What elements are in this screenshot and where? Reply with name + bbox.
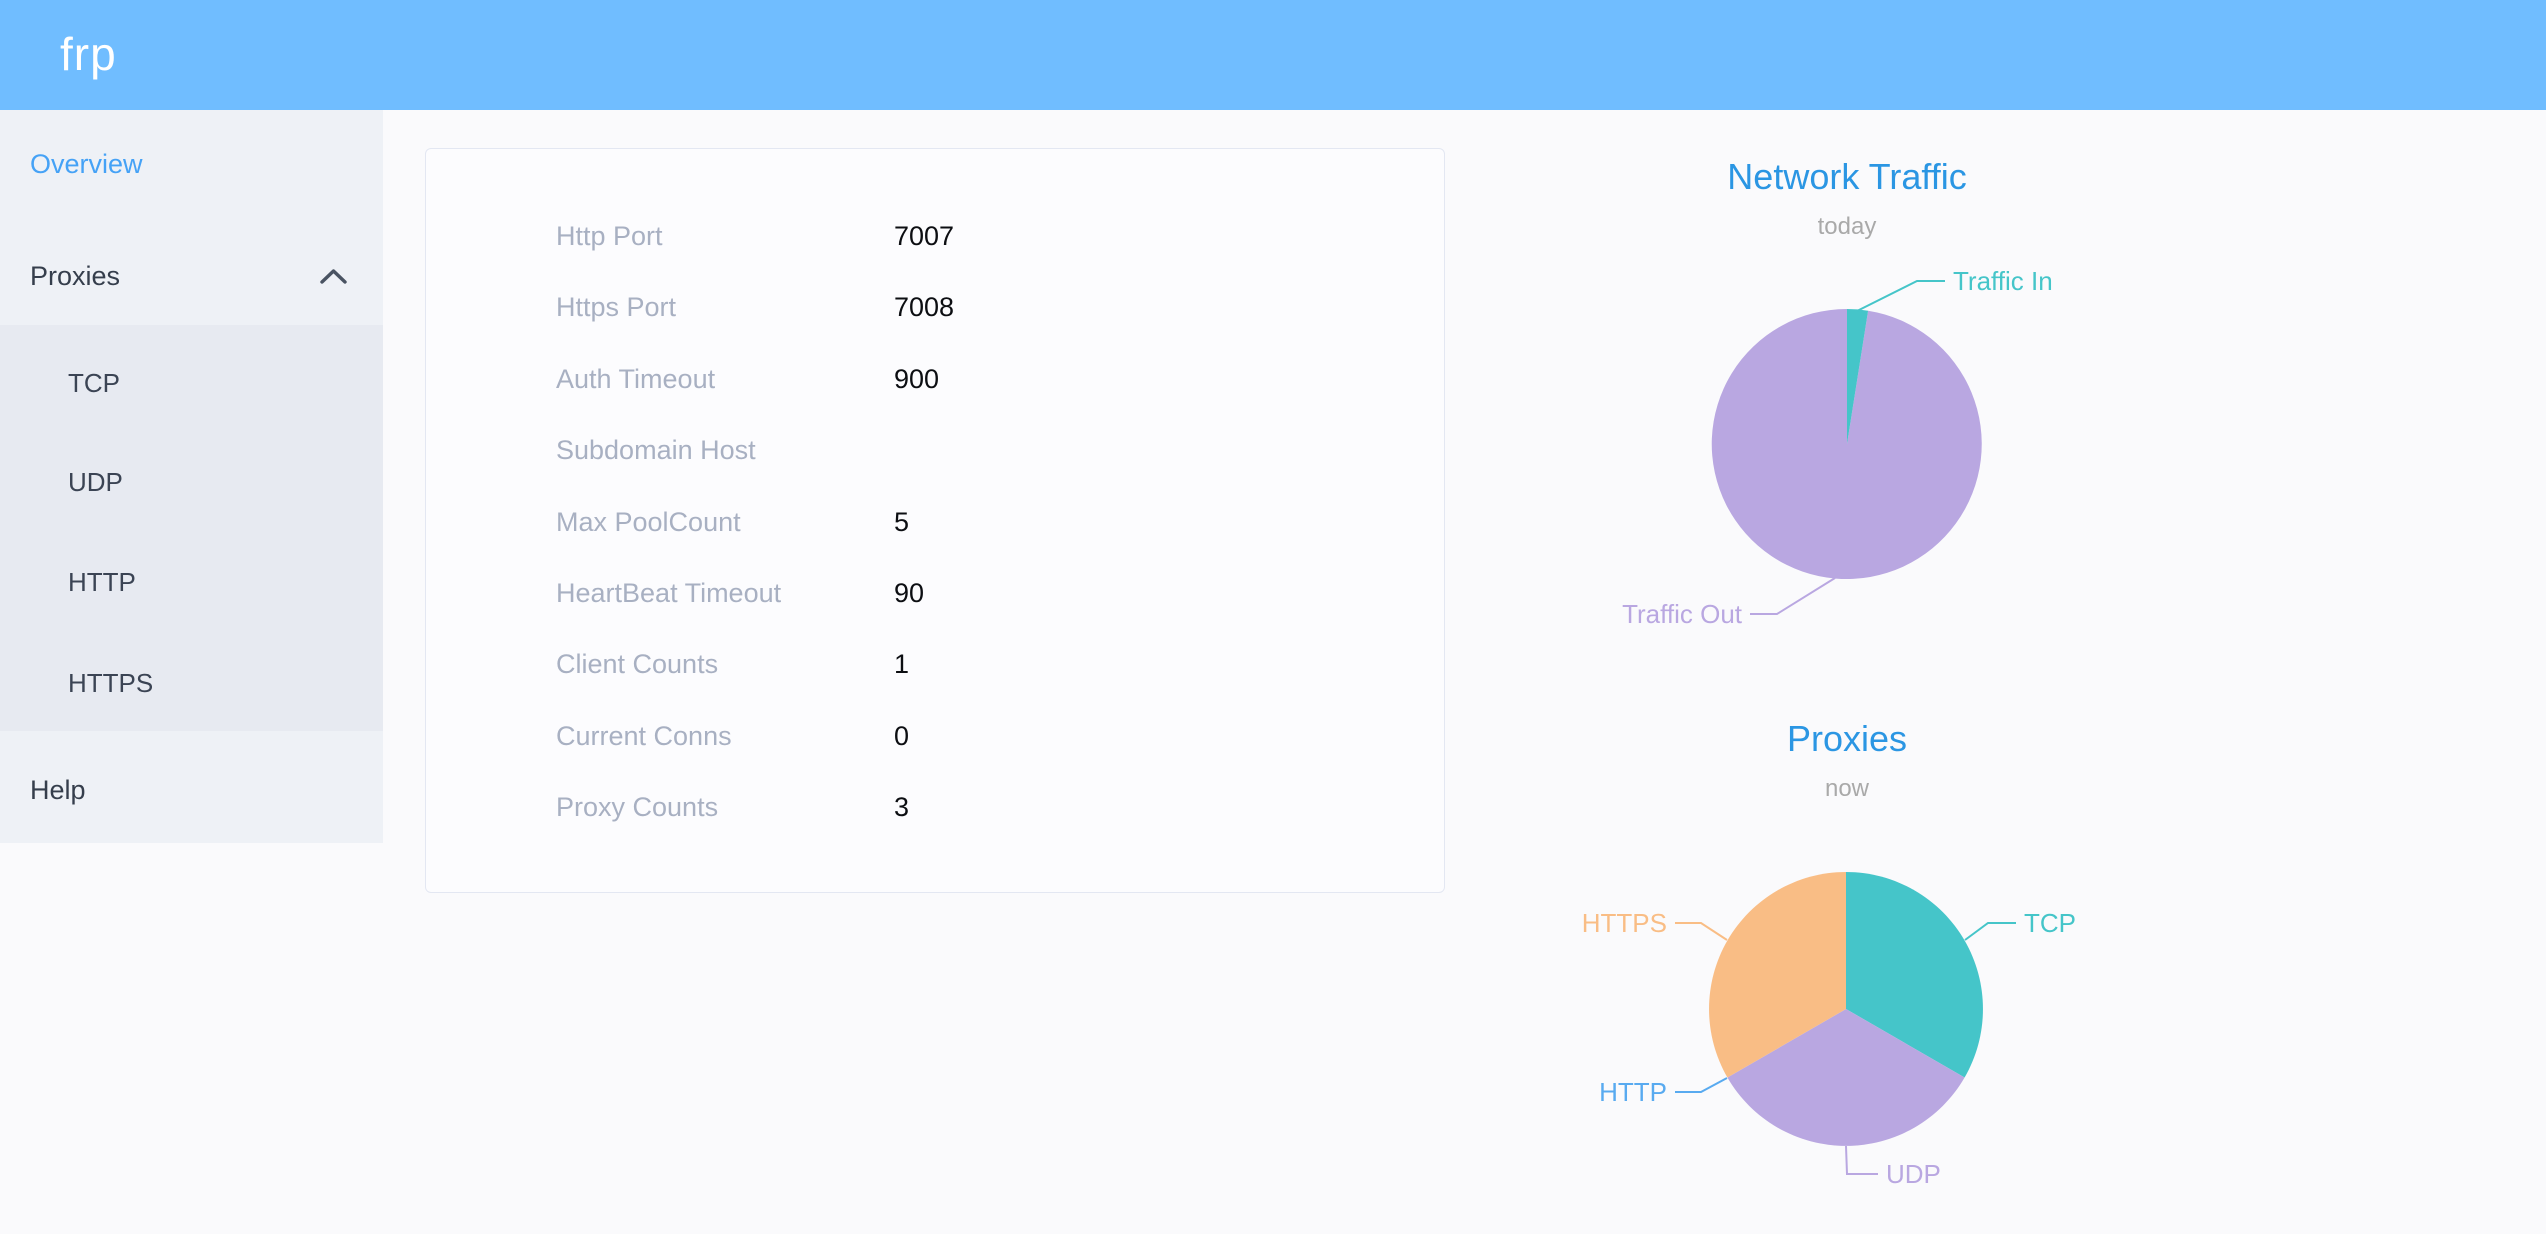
pie-slice-https[interactable]: [1709, 872, 1846, 1078]
leader-line-traffic-out: [1750, 577, 1836, 615]
pie-label-udp: UDP: [1886, 1159, 1941, 1189]
config-label: Proxy Counts: [556, 792, 719, 822]
config-value: 3: [894, 792, 910, 822]
proxies-chart-subtitle: now: [1824, 775, 1870, 802]
config-row-heartbeat-timeout: HeartBeat Timeout 90: [426, 573, 1444, 613]
leader-line-tcp: [1964, 922, 2016, 941]
pie-slice-udp[interactable]: [1727, 1009, 1965, 1146]
config-label: Subdomain Host: [556, 435, 756, 465]
pie-slice-traffic-out[interactable]: [1711, 308, 1982, 579]
config-row-client-counts: Client Counts 1: [426, 644, 1444, 684]
sidebar-item-http[interactable]: HTTP: [68, 567, 136, 597]
pie-label-tcp: TCP: [2024, 908, 2076, 938]
server-info-card: Http Port 7007 Https Port 7008 Auth Time…: [425, 148, 1445, 893]
config-label: Current Conns: [556, 721, 732, 751]
sidebar-item-proxies-label: Proxies: [30, 261, 121, 291]
pie-slice-tcp[interactable]: [1846, 872, 1983, 1078]
config-value: 5: [894, 507, 910, 537]
sidebar-item-overview[interactable]: Overview: [30, 149, 143, 179]
proxies-chart-title: Proxies: [1786, 718, 1908, 759]
leader-line-https: [1675, 922, 1728, 941]
pie-label-http: HTTP: [1599, 1077, 1667, 1107]
leader-line-udp: [1845, 1145, 1878, 1175]
config-value: 900: [894, 364, 940, 394]
network-traffic-pie: Traffic In Traffic Out: [1622, 266, 2053, 629]
config-label: Https Port: [556, 292, 677, 322]
config-row-auth-timeout: Auth Timeout 900: [426, 359, 1444, 399]
config-value: 7007: [894, 221, 955, 251]
config-value: 0: [894, 721, 910, 751]
sidebar-item-tcp[interactable]: TCP: [68, 368, 120, 398]
config-value: 7008: [894, 292, 955, 322]
config-row-subdomain-host: Subdomain Host: [426, 430, 1444, 470]
pie-slice-traffic-in[interactable]: [1847, 309, 1869, 444]
config-value: 1: [894, 649, 910, 679]
pie-label-https: HTTPS: [1582, 908, 1667, 938]
network-traffic-chart-subtitle: today: [1817, 213, 1877, 240]
proxies-submenu-background: [0, 325, 383, 731]
config-value: 90: [894, 578, 925, 608]
sidebar-item-proxies[interactable]: Proxies: [0, 254, 383, 298]
config-row-current-conns: Current Conns 0: [426, 716, 1444, 756]
config-label: Max PoolCount: [556, 507, 741, 537]
pie-label-traffic-in: Traffic In: [1953, 266, 2053, 296]
config-label: Http Port: [556, 221, 663, 251]
proxies-pie: TCP HTTPS HTTP UDP: [1582, 872, 2076, 1189]
config-label: Auth Timeout: [556, 364, 716, 394]
app-logo: frp: [60, 28, 117, 80]
app-header: frp: [0, 0, 2546, 110]
sidebar: Overview Proxies TCP UDP HTTP HTTPS Help: [0, 110, 383, 843]
sidebar-item-https[interactable]: HTTPS: [68, 668, 154, 698]
leader-line-http: [1675, 1077, 1728, 1093]
pie-label-traffic-out: Traffic Out: [1622, 599, 1743, 629]
network-traffic-chart-title: Network Traffic: [1727, 156, 1967, 197]
config-row-max-poolcount: Max PoolCount 5: [426, 502, 1444, 542]
sidebar-item-udp[interactable]: UDP: [68, 467, 123, 497]
config-label: HeartBeat Timeout: [556, 578, 782, 608]
config-row-https-port: Https Port 7008: [426, 287, 1444, 327]
config-row-http-port: Http Port 7007: [426, 216, 1444, 256]
sidebar-item-help[interactable]: Help: [30, 775, 86, 805]
leader-line-traffic-in: [1856, 280, 1945, 312]
config-row-proxy-counts: Proxy Counts 3: [426, 787, 1444, 827]
config-label: Client Counts: [556, 649, 719, 679]
chevron-up-icon[interactable]: [320, 269, 347, 284]
